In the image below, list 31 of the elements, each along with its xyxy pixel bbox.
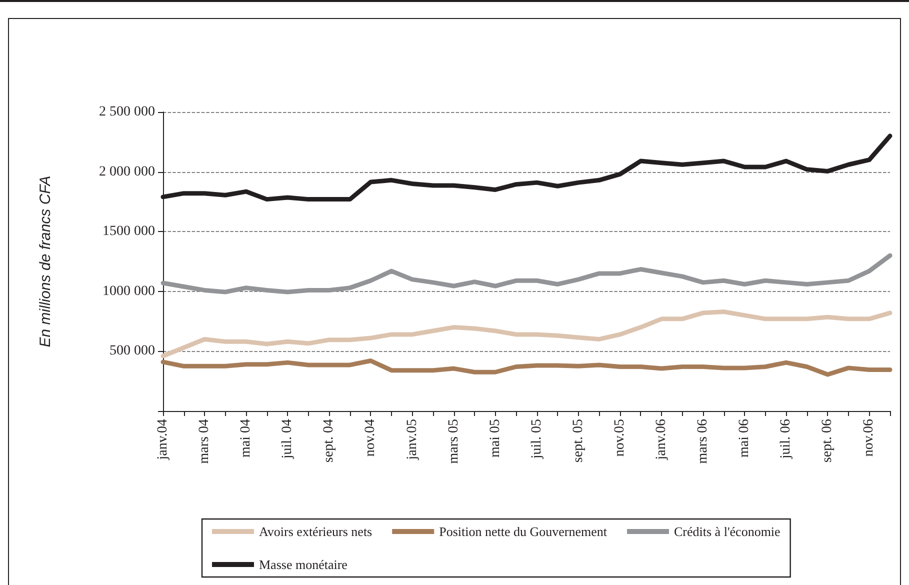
y-axis-title: En millions de francs CFA	[37, 176, 54, 348]
x-tick-label: nov.05	[612, 419, 628, 457]
line-series	[160, 309, 892, 358]
y-tick-label: 1000 000	[102, 284, 155, 299]
x-tick-label: juil. 05	[529, 419, 544, 460]
y-tick-label: 1500 000	[102, 224, 155, 240]
x-tick-label: janv.04	[156, 419, 170, 461]
x-tick-label: mars 05	[446, 419, 462, 464]
x-tick-label: mars 06	[696, 419, 711, 464]
x-tick-label: janv.05	[404, 419, 420, 461]
legend-label: Crédits à l'économie	[674, 524, 781, 539]
x-tick-label: janv.06	[654, 419, 670, 461]
x-tick-label: sept. 04	[322, 419, 337, 463]
legend-label: Masse monétaire	[259, 557, 348, 572]
x-tick-label: mai 04	[238, 419, 254, 458]
legend-label: Position nette du Gouvernement	[439, 524, 608, 539]
x-tick-label: mai 06	[737, 419, 752, 458]
y-tick-label: 500 000	[110, 344, 155, 359]
legend-label: Avoirs extérieurs nets	[259, 524, 372, 539]
x-tick-label: juil. 06	[778, 419, 794, 460]
y-tick-label: 2 500 000	[99, 104, 155, 120]
line-series	[160, 358, 892, 377]
x-tick-label: sept. 05	[570, 419, 586, 463]
x-tick-label: juil. 04	[280, 419, 296, 460]
y-tick-label: 2 000 000	[99, 164, 155, 180]
x-tick-label: sept. 06	[820, 419, 836, 463]
x-tick-label: mai 05	[488, 419, 503, 458]
x-tick-label: nov.06	[862, 419, 877, 457]
x-tick-label: mars 04	[197, 419, 212, 464]
line-series	[160, 253, 892, 294]
x-tick-label: nov.04	[363, 419, 378, 457]
